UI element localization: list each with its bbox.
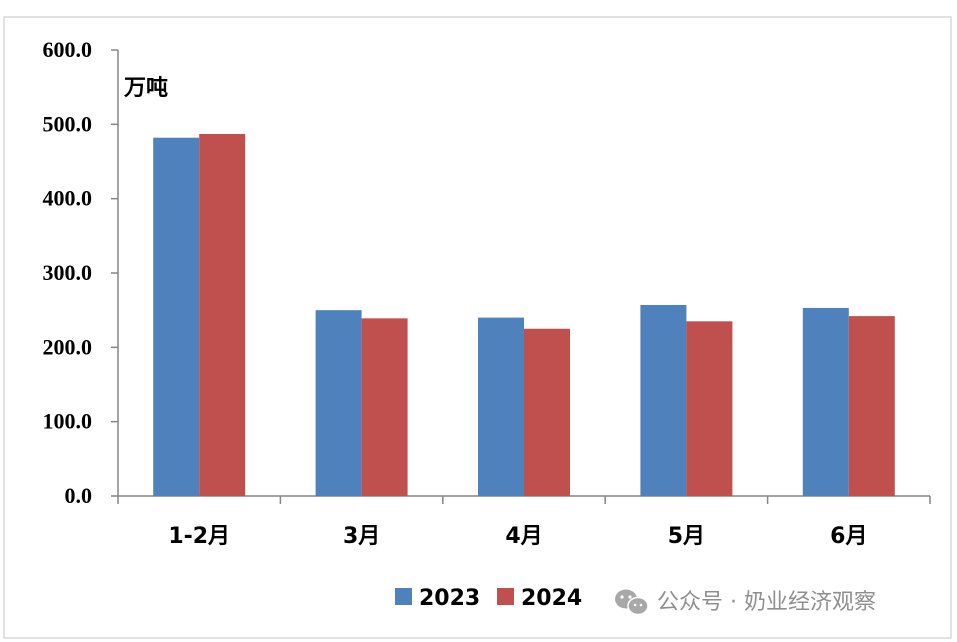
x-tick-label: 5月 bbox=[668, 524, 705, 549]
bar-2023-1 bbox=[315, 310, 362, 496]
wechat-icon bbox=[615, 589, 649, 616]
y-tick-label: 600.0 bbox=[43, 37, 93, 62]
watermark-text: 公众号 · 奶业经济观察 bbox=[657, 590, 876, 615]
legend-label-2024: 2024 bbox=[521, 586, 582, 611]
legend-swatch-2023 bbox=[395, 588, 412, 605]
watermark: 公众号 · 奶业经济观察 bbox=[615, 589, 876, 616]
bar-2024-2 bbox=[524, 328, 570, 496]
x-tick-labels: 1-2月 3月 4月 5月 6月 bbox=[168, 524, 867, 549]
bar-2023-4 bbox=[802, 307, 849, 496]
x-tick-label: 3月 bbox=[343, 524, 380, 549]
y-tick-label: 100.0 bbox=[43, 409, 93, 434]
y-tick-label: 300.0 bbox=[43, 260, 93, 285]
x-tick-label: 4月 bbox=[505, 524, 542, 549]
y-tick-label: 0.0 bbox=[65, 483, 93, 508]
legend-swatch-2024 bbox=[497, 588, 514, 605]
x-tick-label: 1-2月 bbox=[168, 524, 230, 549]
bar-2024-1 bbox=[361, 318, 408, 496]
bars bbox=[153, 133, 895, 497]
bar-2024-0 bbox=[199, 133, 246, 496]
y-tick-label: 200.0 bbox=[43, 334, 93, 359]
bar-2024-4 bbox=[848, 316, 895, 496]
x-tick-label: 6月 bbox=[830, 524, 867, 549]
bar-2023-2 bbox=[478, 317, 524, 496]
legend-label-2023: 2023 bbox=[419, 586, 480, 611]
bar-2023-3 bbox=[640, 304, 687, 496]
y-tick-label: 400.0 bbox=[43, 186, 93, 211]
y-tick-label: 500.0 bbox=[43, 111, 93, 136]
bar-2024-3 bbox=[686, 321, 733, 496]
bar-2023-0 bbox=[153, 137, 200, 497]
legend: 2023 2024 bbox=[395, 586, 582, 611]
y-unit-label: 万吨 bbox=[123, 76, 168, 101]
y-axis: 0.0 100.0 200.0 300.0 400.0 500.0 600.0 bbox=[43, 37, 119, 508]
